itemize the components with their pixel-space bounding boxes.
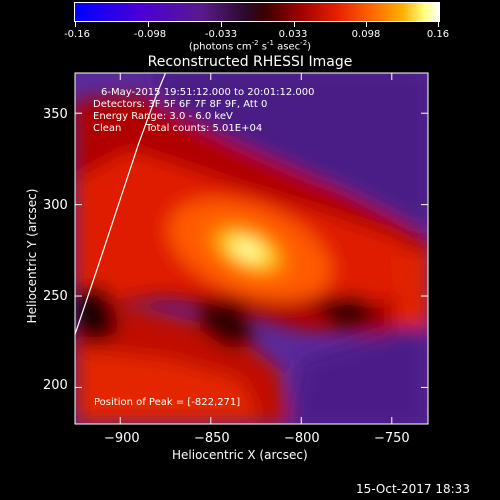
plot-frame bbox=[74, 72, 429, 425]
peak-position: Position of Peak = [-822,271] bbox=[94, 397, 241, 408]
x-tick-label: −850 bbox=[194, 431, 230, 446]
x-axis-label: Heliocentric X (arcsec) bbox=[172, 448, 308, 462]
solar-limb-curve bbox=[75, 73, 167, 335]
colorbar-tick-label: -0.098 bbox=[133, 29, 167, 40]
colorbar-tick-label: 0.098 bbox=[351, 29, 381, 40]
x-tick-label: −800 bbox=[284, 431, 320, 446]
colorbar-unit-label: (photons cm-2 s-1 asec-2) bbox=[188, 39, 312, 53]
colorbar bbox=[74, 2, 440, 22]
colorbar-tick-label: -0.16 bbox=[64, 29, 90, 40]
y-axis-label: Heliocentric Y (arcsec) bbox=[25, 188, 39, 324]
x-tick-label: −750 bbox=[374, 431, 410, 446]
colorbar-tick-label: -0.033 bbox=[204, 29, 238, 40]
colorbar-tick-label: 0.033 bbox=[278, 29, 308, 40]
y-tick-label: 250 bbox=[43, 289, 68, 304]
time-range: 6-May-2015 19:51:12.000 to 20:01:12.000 bbox=[101, 87, 315, 98]
algorithm: Clean bbox=[93, 123, 122, 134]
y-axis-ticks bbox=[75, 112, 428, 388]
y-tick-label: 300 bbox=[43, 198, 68, 213]
y-tick-label: 350 bbox=[43, 107, 68, 122]
detectors: Detectors: 3F 5F 6F 7F 8F 9F, Att 0 bbox=[93, 99, 268, 110]
y-tick-label: 200 bbox=[43, 378, 68, 393]
x-tick-label: −900 bbox=[104, 431, 140, 446]
total-counts: Total counts: 5.01E+04 bbox=[146, 123, 263, 134]
colorbar-tick-label: 0.16 bbox=[426, 29, 450, 40]
x-axis-ticks bbox=[119, 73, 393, 424]
energy-range: Energy Range: 3.0 - 6.0 keV bbox=[93, 111, 233, 122]
footer-date: 15-Oct-2017 18:33 bbox=[356, 482, 470, 496]
chart-title: Reconstructed RHESSI Image bbox=[147, 54, 353, 70]
